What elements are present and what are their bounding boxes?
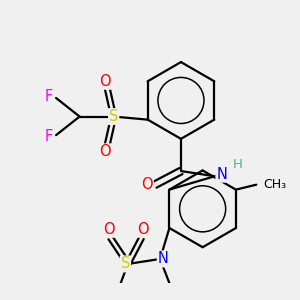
Text: S: S <box>109 109 118 124</box>
Text: O: O <box>103 222 115 237</box>
Text: O: O <box>141 177 153 192</box>
Text: N: N <box>158 251 169 266</box>
Text: F: F <box>44 129 53 144</box>
Text: S: S <box>121 256 130 272</box>
Text: H: H <box>233 158 243 171</box>
Text: O: O <box>138 222 149 237</box>
Text: F: F <box>44 89 53 104</box>
Text: O: O <box>99 144 111 159</box>
Text: CH₃: CH₃ <box>264 178 287 191</box>
Text: N: N <box>216 167 227 182</box>
Text: O: O <box>99 74 111 89</box>
